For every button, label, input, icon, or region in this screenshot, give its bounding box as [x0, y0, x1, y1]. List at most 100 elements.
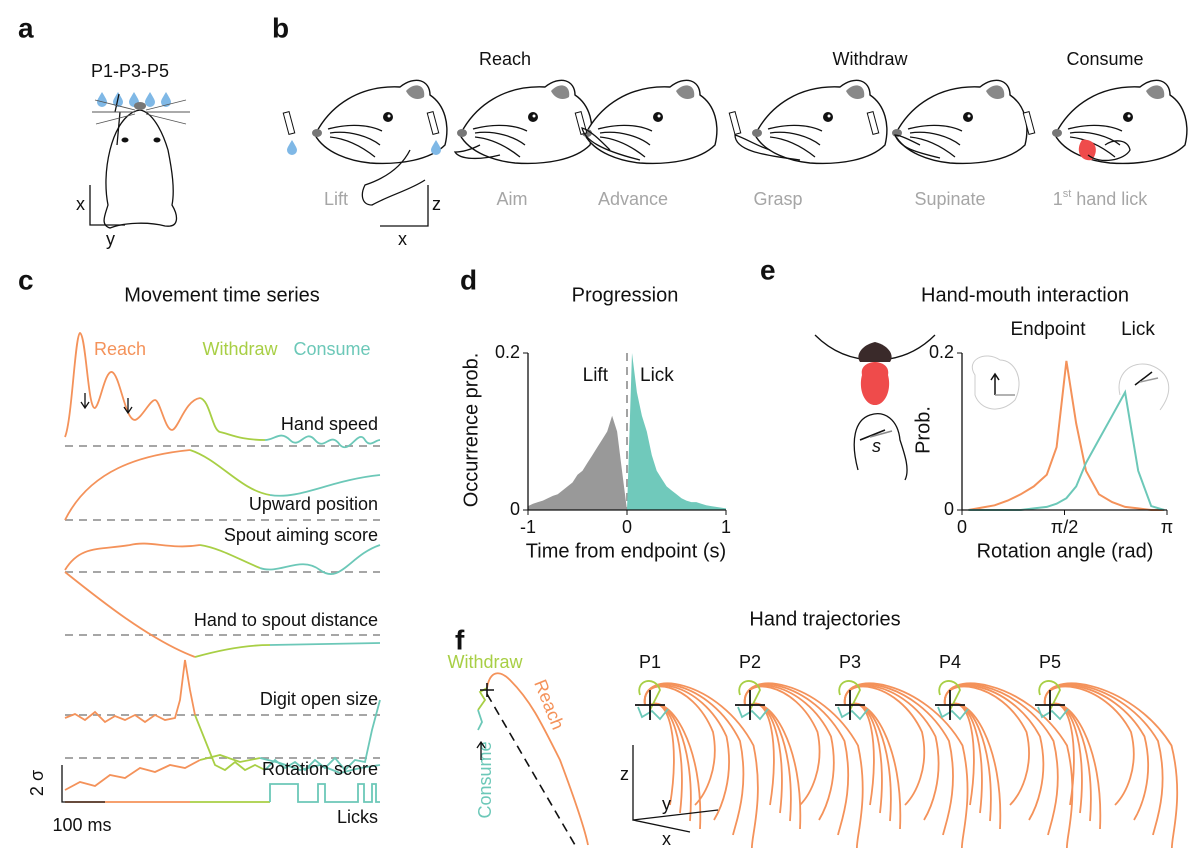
series-label: Lift — [583, 365, 609, 386]
target-cross — [835, 690, 865, 720]
series-line — [968, 389, 1165, 511]
phase-label: Withdraw — [832, 49, 908, 69]
x-tick-label: -1 — [520, 517, 536, 537]
step-label: Aim — [497, 189, 528, 209]
series-line — [968, 360, 1165, 511]
position-label: P3 — [839, 652, 861, 672]
trajectory — [1044, 682, 1179, 848]
step-number: 1 — [1053, 189, 1063, 209]
trajectory — [837, 706, 869, 721]
axis-label: y — [662, 794, 671, 814]
x-tick-label: 0 — [622, 517, 632, 537]
position-label: P1 — [639, 652, 661, 672]
chart-title: Hand-mouth interaction — [921, 284, 1129, 306]
chart-title: Progression — [572, 284, 679, 306]
time-series — [61, 332, 381, 803]
trace-label: Spout aiming score — [224, 525, 378, 545]
trajectory — [638, 680, 661, 711]
axis-label: x — [76, 194, 85, 214]
position-label: P2 — [739, 652, 761, 672]
phase-label: Consume — [475, 741, 495, 818]
phase-label: Consume — [293, 339, 370, 359]
x-axis-label: Time from endpoint (s) — [526, 540, 726, 562]
trajectory — [744, 683, 850, 836]
trajectory — [649, 702, 675, 806]
trajectory — [949, 702, 975, 806]
step-label: 1st hand lick — [1053, 188, 1149, 209]
position-label: P4 — [939, 652, 961, 672]
x-tick-label: π — [1161, 517, 1173, 537]
y-tick-label: 0.2 — [929, 342, 954, 362]
y-axis-label: Prob. — [912, 406, 934, 454]
trajectory — [938, 680, 961, 711]
trace-label: Hand to spout distance — [194, 610, 378, 630]
axis-indicator — [632, 745, 719, 833]
trace-label: Upward position — [249, 494, 378, 514]
panel-c-title: Movement time series — [124, 284, 320, 306]
panel-label: f — [455, 624, 465, 655]
axis-indicator — [89, 185, 125, 226]
panel-label: c — [18, 264, 34, 295]
x-tick-label: 0 — [957, 517, 967, 537]
phase-label: Reach — [479, 49, 531, 69]
panel-label: a — [18, 12, 34, 43]
schematic-trajectory — [476, 672, 589, 846]
panel-label: e — [760, 254, 776, 285]
trace-label: Licks — [337, 807, 378, 827]
step-suffix: st — [1063, 188, 1072, 200]
mouse-top-view — [92, 93, 190, 229]
y-tick-label: 0.2 — [495, 342, 520, 362]
x-tick-label: 1 — [721, 517, 731, 537]
step-label: Grasp — [753, 189, 802, 209]
trajectory — [1037, 706, 1069, 721]
phase-label: Reach — [530, 677, 568, 733]
trajectory — [737, 706, 769, 721]
step-label: Lift — [324, 189, 348, 209]
mouse-drawings — [282, 79, 1188, 206]
x-axis-label: Rotation angle (rad) — [977, 540, 1154, 562]
droplets — [97, 92, 171, 107]
trace-label: Rotation score — [262, 759, 378, 779]
y-tick-label: 0 — [510, 499, 520, 519]
axis-indicator — [380, 185, 429, 227]
axis-label: z — [620, 764, 629, 784]
target-cross — [1035, 690, 1065, 720]
axis-label: x — [662, 829, 671, 848]
step-text: hand lick — [1076, 189, 1148, 209]
series-label: Lick — [640, 365, 674, 386]
y-axis-label: Occurrence prob. — [460, 353, 482, 508]
trajectory — [738, 680, 761, 711]
trajectories — [635, 680, 1179, 848]
trace-label: Hand speed — [281, 414, 378, 434]
svg-text:s: s — [872, 436, 881, 456]
trajectory — [838, 680, 861, 711]
panel-label: b — [272, 12, 289, 43]
trajectory — [644, 682, 759, 848]
axis-label: z — [432, 194, 441, 214]
scale-label: 2 σ — [27, 770, 47, 796]
target-cross — [935, 690, 965, 720]
trajectory — [637, 706, 669, 721]
step-label: Advance — [598, 189, 668, 209]
scale-label: 100 ms — [52, 815, 111, 835]
target-cross — [635, 690, 665, 720]
axis-label: x — [398, 229, 407, 249]
trajectory — [749, 702, 775, 806]
axis-label: y — [106, 229, 115, 249]
y-tick-label: 0 — [944, 499, 954, 519]
trajectory — [1038, 680, 1061, 711]
area — [627, 353, 726, 510]
x-tick-label: π/2 — [1051, 517, 1078, 537]
step-label: Supinate — [914, 189, 985, 209]
phase-label: Reach — [94, 339, 146, 359]
trace-label: Digit open size — [260, 689, 378, 709]
series-label: Endpoint — [1010, 319, 1086, 340]
trajectory — [1049, 702, 1075, 806]
trajectory — [937, 706, 969, 721]
position-label: P5 — [1039, 652, 1061, 672]
phase-label: Withdraw — [202, 339, 278, 359]
panel-f-title: Hand trajectories — [749, 608, 900, 630]
phase-label: Withdraw — [447, 652, 523, 672]
target-cross — [735, 690, 765, 720]
